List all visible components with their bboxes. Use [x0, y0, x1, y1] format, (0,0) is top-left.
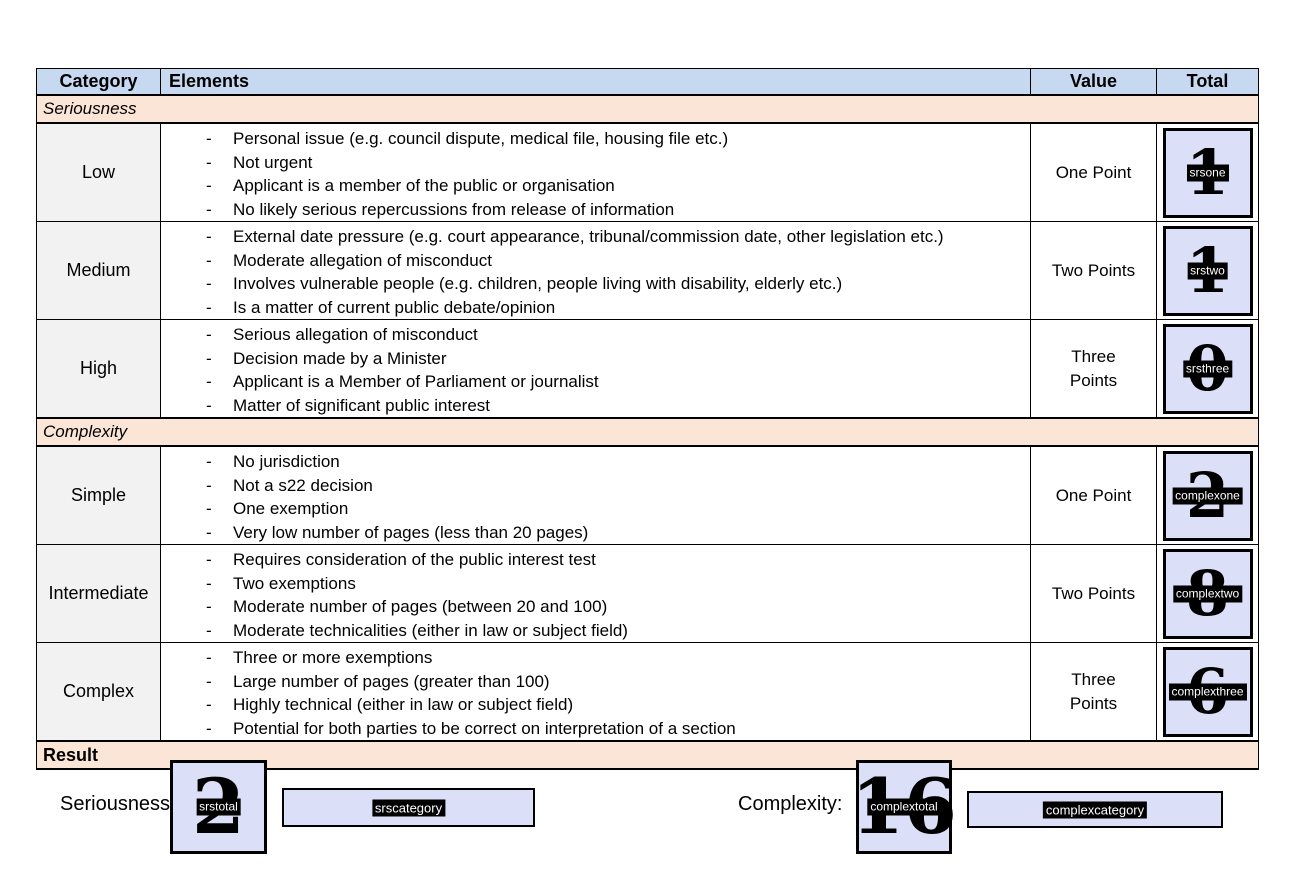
total-cell-low: 1 srsone: [1156, 122, 1259, 222]
element-item: Two exemptions: [233, 573, 356, 593]
assessment-matrix-table: Category Elements Value Total Seriousnes…: [36, 68, 1259, 770]
category-cell-simple: Simple: [36, 445, 161, 545]
category-column-header: Category: [36, 68, 161, 96]
value-cell-intermediate: Two Points: [1030, 544, 1157, 643]
element-item: Requires consideration of the public int…: [233, 550, 596, 569]
element-item: Matter of significant public interest: [233, 395, 491, 415]
element-item: Not urgent: [233, 152, 313, 172]
total-cell-simple: 2 complexone: [1156, 445, 1259, 545]
table-row-medium: Medium - External date pressure (e.g. cou…: [36, 221, 1259, 320]
field-name-tag: srsthree: [1182, 360, 1233, 377]
value-cell-medium: Two Points: [1030, 221, 1157, 320]
element-item: Moderate technicalities (either in law o…: [233, 620, 628, 640]
category-cell-high: High: [36, 319, 161, 419]
element-item: Moderate allegation of misconduct: [233, 250, 492, 270]
total-column-header: Total: [1156, 68, 1259, 96]
element-item: Highly technical (either in law or subje…: [233, 695, 574, 714]
complexity-section-row: Complexity: [36, 417, 1259, 447]
field-name-tag: complextotal: [867, 798, 941, 816]
element-item: Potential for both parties to be correct…: [233, 718, 736, 738]
element-item: Decision made by a Minister: [233, 348, 447, 368]
element-item: Applicant is a member of the public or o…: [233, 176, 615, 195]
category-cell-complex: Complex: [36, 642, 161, 742]
element-item: Serious allegation of misconduct: [233, 325, 478, 344]
elements-cell-low: - Personal issue (e.g. council dispute, m…: [160, 122, 1031, 222]
total-cell-intermediate: 8 complextwo: [1156, 544, 1259, 643]
complexthree-form-field[interactable]: 6 complexthree: [1162, 646, 1253, 737]
elements-cell-high: - Serious allegation of misconduct - Decis…: [160, 319, 1031, 419]
seriousness-section-row: Seriousness: [36, 94, 1259, 124]
complextotal-form-field[interactable]: 16 complextotal: [851, 760, 957, 854]
elements-cell-complex: - Three or more exemptions - Large number …: [160, 642, 1031, 742]
element-item: No likely serious repercussions from rel…: [233, 199, 675, 219]
element-item: Three or more exemptions: [233, 648, 433, 667]
complexity-section-label: Complexity: [36, 417, 1259, 447]
category-cell-medium: Medium: [36, 221, 161, 320]
srstotal-form-field[interactable]: 2 srstotal: [170, 760, 267, 854]
element-item: Very low number of pages (less than 20 p…: [233, 522, 589, 542]
element-item: External date pressure (e.g. court appea…: [233, 227, 944, 246]
table-row-complex: Complex - Three or more exemptions - Large…: [36, 642, 1259, 742]
complexone-form-field[interactable]: 2 complexone: [1162, 450, 1253, 541]
field-name-tag: complexcategory: [1042, 801, 1148, 818]
field-name-tag: srstotal: [196, 798, 241, 816]
complextwo-form-field[interactable]: 8 complextwo: [1162, 548, 1253, 639]
value-column-header: Value: [1030, 68, 1157, 96]
srsthree-form-field[interactable]: 0 srsthree: [1162, 323, 1253, 414]
category-cell-low: Low: [36, 122, 161, 222]
element-item: One exemption: [233, 499, 349, 518]
element-item: Is a matter of current public debate/opi…: [233, 297, 556, 317]
srstwo-form-field[interactable]: 1 srstwo: [1162, 225, 1253, 316]
value-cell-low: One Point: [1030, 122, 1157, 222]
category-cell-intermediate: Intermediate: [36, 544, 161, 643]
srscategory-form-field[interactable]: srscategory: [282, 788, 535, 827]
total-cell-medium: 1 srstwo: [1156, 221, 1259, 320]
value-cell-high: Three Points: [1030, 319, 1157, 419]
table-row-intermediate: Intermediate - Requires consideration of …: [36, 544, 1259, 643]
table-row-simple: Simple - No jurisdiction - Not a s22 decis…: [36, 445, 1259, 545]
elements-cell-simple: - No jurisdiction - Not a s22 decision - On…: [160, 445, 1031, 545]
field-name-tag: srsone: [1186, 164, 1229, 181]
elements-cell-medium: - External date pressure (e.g. court appe…: [160, 221, 1031, 320]
total-cell-high: 0 srsthree: [1156, 319, 1259, 419]
value-cell-complex: Three Points: [1030, 642, 1157, 742]
srsone-form-field[interactable]: 1 srsone: [1162, 127, 1253, 218]
total-cell-complex: 6 complexthree: [1156, 642, 1259, 742]
elements-column-header: Elements: [160, 68, 1031, 96]
seriousness-section-label: Seriousness: [36, 94, 1259, 124]
element-item: Large number of pages (greater than 100): [233, 671, 550, 691]
seriousness-result-label: Seriousness:: [60, 793, 176, 815]
table-row-low: Low - Personal issue (e.g. council disput…: [36, 122, 1259, 222]
field-name-tag: complextwo: [1172, 585, 1243, 602]
element-item: Not a s22 decision: [233, 475, 373, 495]
element-item: Moderate number of pages (between 20 and…: [233, 597, 608, 616]
table-row-high: High - Serious allegation of misconduct -…: [36, 319, 1259, 419]
value-cell-simple: One Point: [1030, 445, 1157, 545]
field-name-tag: complexone: [1172, 487, 1243, 504]
complexity-result-label: Complexity:: [738, 793, 843, 815]
element-item: Applicant is a Member of Parliament or j…: [233, 372, 599, 391]
field-name-tag: srstwo: [1187, 262, 1228, 279]
element-item: No jurisdiction: [233, 452, 340, 471]
field-name-tag: complexthree: [1168, 683, 1247, 700]
table-header-row: Category Elements Value Total: [36, 68, 1259, 96]
field-name-tag: srscategory: [371, 799, 446, 816]
complexcategory-form-field[interactable]: complexcategory: [967, 791, 1223, 828]
element-item: Involves vulnerable people (e.g. childre…: [233, 274, 843, 293]
elements-cell-intermediate: - Requires consideration of the public in…: [160, 544, 1031, 643]
element-item: Personal issue (e.g. council dispute, me…: [233, 129, 729, 148]
